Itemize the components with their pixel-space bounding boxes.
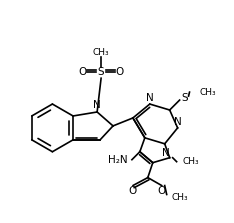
- Text: S: S: [98, 67, 104, 77]
- Text: O: O: [129, 186, 137, 196]
- Text: O: O: [116, 67, 124, 77]
- Text: H₂N: H₂N: [108, 155, 128, 165]
- Text: CH₃: CH₃: [182, 157, 199, 166]
- Text: N: N: [174, 117, 182, 127]
- Text: CH₃: CH₃: [199, 88, 216, 97]
- Text: S: S: [181, 93, 188, 103]
- Text: N: N: [146, 93, 154, 103]
- Text: N: N: [162, 148, 170, 158]
- Text: O: O: [78, 67, 86, 77]
- Text: O: O: [157, 186, 166, 196]
- Text: CH₃: CH₃: [171, 193, 188, 202]
- Text: CH₃: CH₃: [93, 48, 110, 57]
- Text: N: N: [93, 100, 101, 110]
